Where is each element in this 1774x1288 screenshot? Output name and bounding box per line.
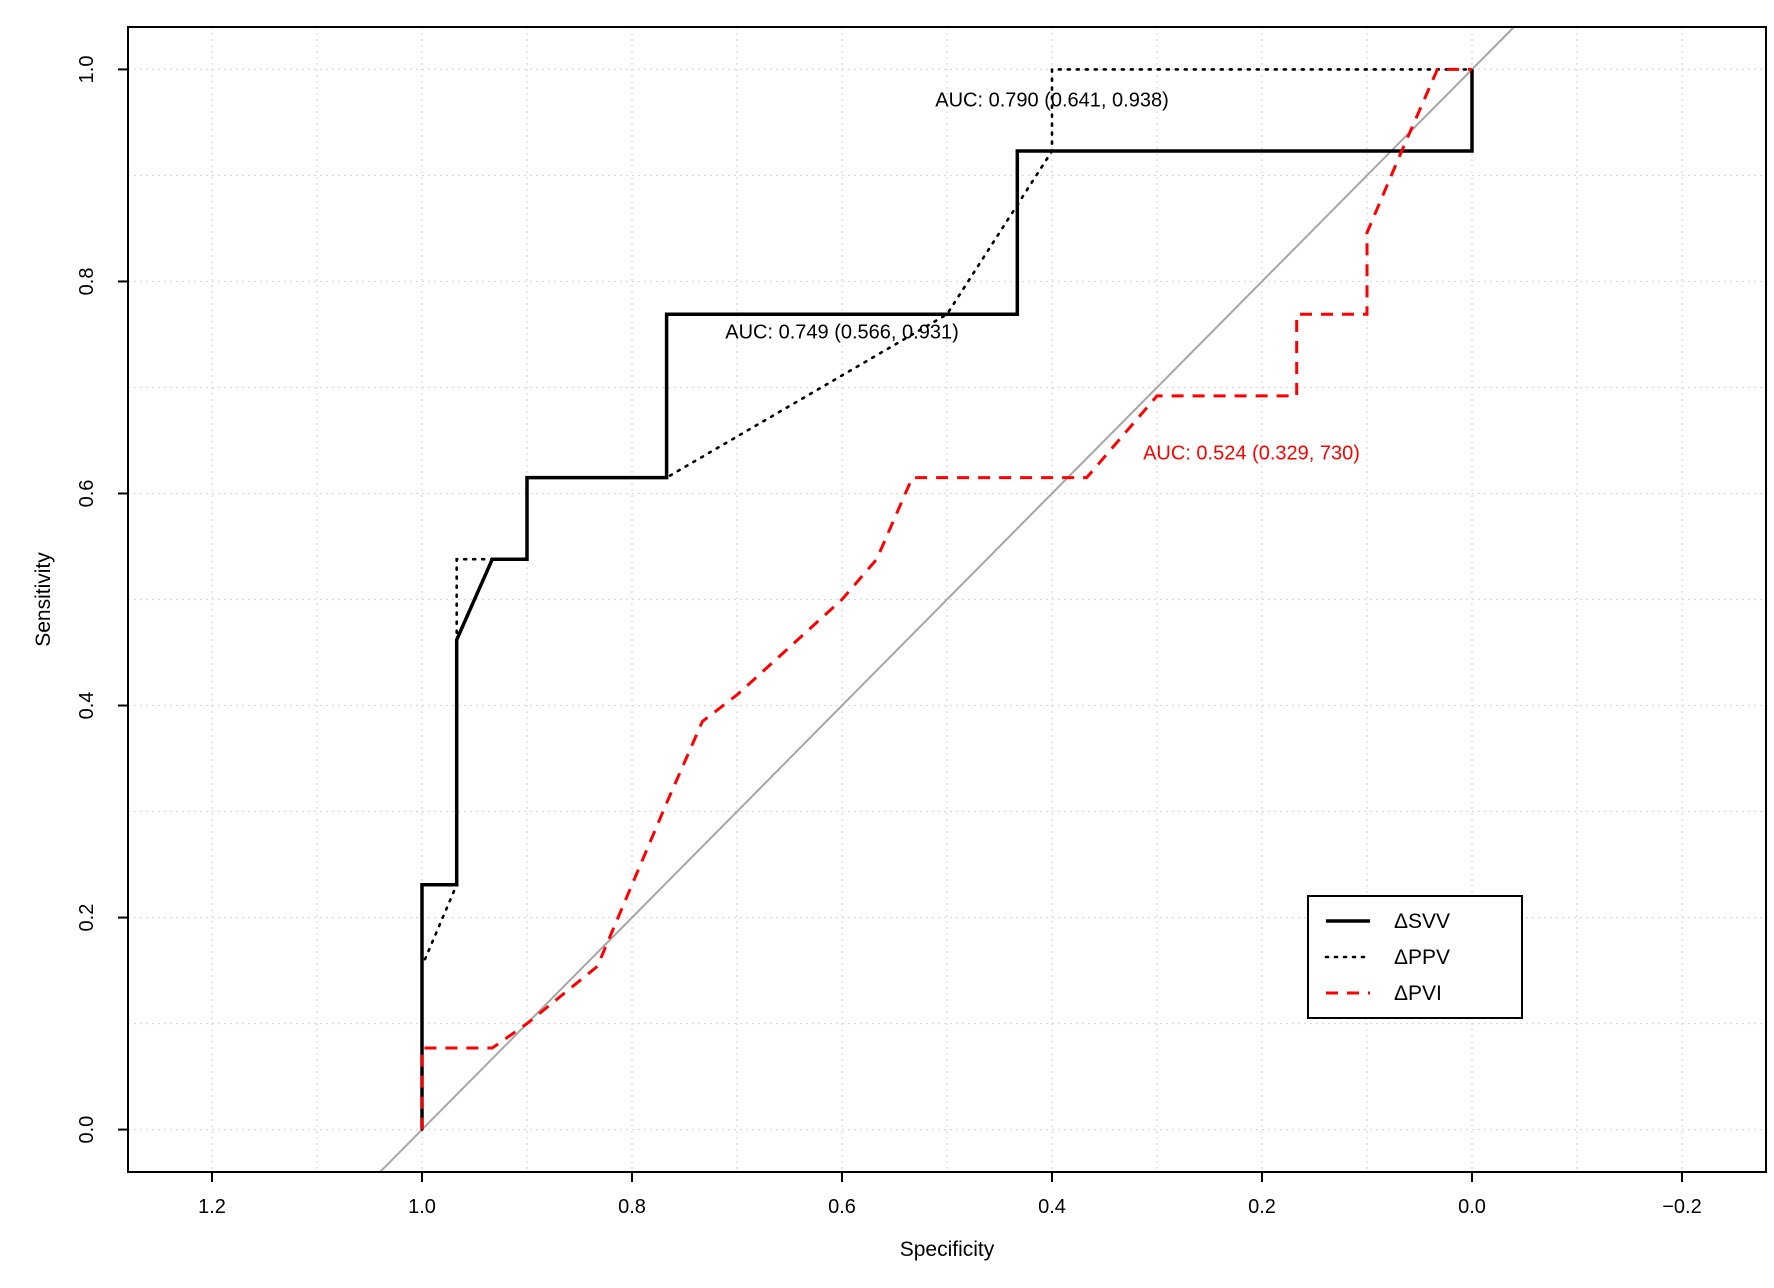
x-tick-label: 0.6 bbox=[828, 1196, 856, 1218]
x-tick-label: −0.2 bbox=[1662, 1196, 1701, 1218]
legend-label: ΔSVV bbox=[1394, 910, 1450, 933]
auc-annotation: AUC: 0.524 (0.329, 730) bbox=[1143, 443, 1360, 465]
auc-annotations: AUC: 0.790 (0.641, 0.938) AUC: 0.749 (0.5… bbox=[725, 90, 1360, 465]
x-tick-label: 1.0 bbox=[408, 1196, 436, 1218]
y-tick-label: 0.4 bbox=[76, 692, 98, 720]
x-tick-label: 1.2 bbox=[198, 1196, 226, 1218]
auc-annotation: AUC: 0.749 (0.566, 0.931) bbox=[725, 322, 958, 344]
y-tick-label: 0.8 bbox=[76, 268, 98, 296]
y-axis: 0.0 0.2 0.4 0.6 0.8 1.0 bbox=[76, 56, 128, 1144]
x-axis-title: Specificity bbox=[900, 1238, 995, 1261]
x-tick-label: 0.2 bbox=[1248, 1196, 1276, 1218]
y-tick-label: 0.0 bbox=[76, 1116, 98, 1144]
plot-frame bbox=[127, 26, 1767, 1173]
y-tick-label: 0.2 bbox=[76, 904, 98, 932]
x-tick-label: 0.8 bbox=[618, 1196, 646, 1218]
auc-annotation: AUC: 0.790 (0.641, 0.938) bbox=[935, 90, 1168, 112]
plot-frame-rect bbox=[127, 26, 1767, 1173]
reference-diagonal bbox=[379, 26, 1515, 1173]
legend-label: ΔPPV bbox=[1394, 946, 1450, 969]
roc-series bbox=[420, 67, 1474, 1131]
y-tick-label: 0.6 bbox=[76, 480, 98, 508]
y-axis-title: Sensitivity bbox=[32, 552, 55, 647]
x-tick-label: 0.4 bbox=[1038, 1196, 1066, 1218]
series-line-delta-ppv bbox=[420, 68, 1474, 1131]
x-axis: 1.2 1.0 0.8 0.6 0.4 0.2 0.0 −0.2 bbox=[198, 1172, 1702, 1218]
legend: ΔSVV ΔPPV ΔPVI bbox=[1307, 895, 1523, 1019]
legend-label: ΔPVI bbox=[1394, 982, 1442, 1005]
reference-diagonal-line bbox=[379, 26, 1515, 1173]
y-tick-label: 1.0 bbox=[76, 56, 98, 84]
x-tick-label: 0.0 bbox=[1458, 1196, 1486, 1218]
